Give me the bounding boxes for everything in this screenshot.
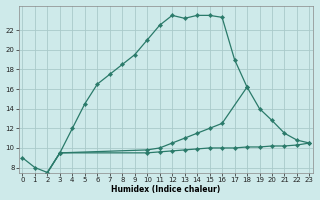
X-axis label: Humidex (Indice chaleur): Humidex (Indice chaleur) (111, 185, 220, 194)
